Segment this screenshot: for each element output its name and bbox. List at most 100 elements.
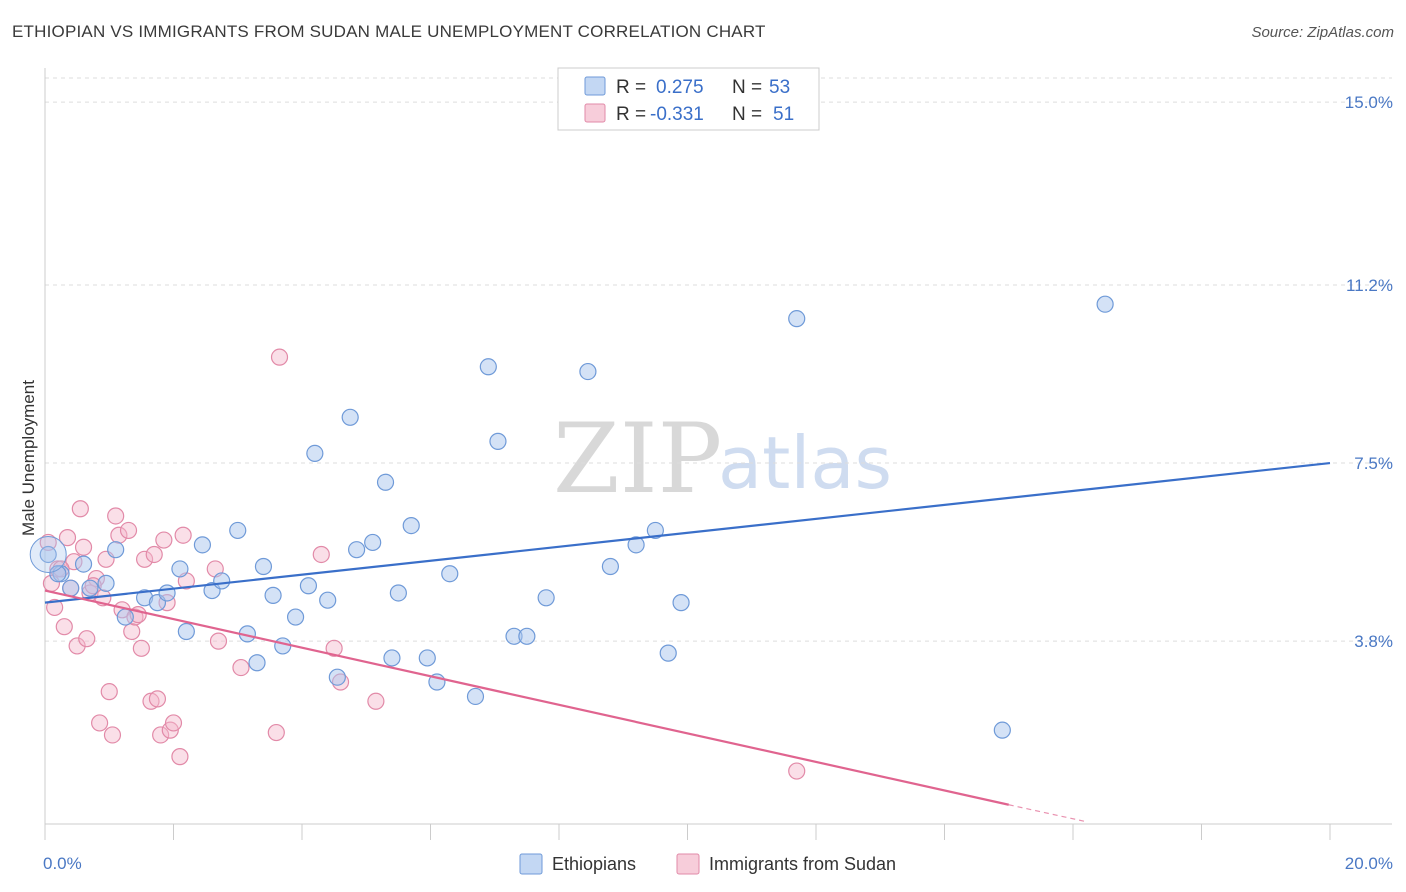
tick-labels: 3.8% 7.5% 11.2% 15.0% 0.0% 20.0%	[43, 93, 1393, 873]
ethiopian-point	[466, 687, 485, 706]
bottom-legend-ethiopians: Ethiopians	[552, 854, 636, 874]
sudan-point	[103, 726, 122, 744]
ethiopian-points	[29, 295, 1114, 739]
ethiopian-point	[49, 565, 67, 583]
ethiopian-point	[402, 516, 420, 535]
sudan-point	[164, 714, 183, 732]
legend-swatch-sudan	[584, 103, 606, 123]
ethiopian-point	[788, 310, 806, 328]
y-tick-label: 11.2%	[1346, 276, 1393, 295]
axes	[44, 68, 1392, 840]
ethiopian-point	[116, 608, 134, 626]
sudan-point	[68, 637, 86, 655]
ethiopian-point	[74, 555, 93, 573]
bottom-legend-swatch-sudan	[676, 853, 700, 875]
sudan-point	[270, 348, 289, 366]
ethiopian-point	[341, 408, 359, 426]
ethiopian-point	[993, 721, 1011, 739]
sudan-point	[135, 550, 154, 568]
legend-n-value-ethiopians: 53	[769, 77, 790, 98]
legend-r-value-ethiopians: 0.275	[656, 77, 704, 98]
ethiopian-point	[376, 473, 395, 491]
legend: R = 0.275 N = 53 R = -0.331 N = 51	[557, 67, 820, 131]
zipatlas-watermark: ZIP atlas	[553, 403, 892, 515]
sudan-point	[74, 538, 93, 556]
ethiopian-point	[627, 536, 645, 554]
sudan-point	[232, 658, 250, 677]
watermark-zip: ZIP	[553, 403, 722, 515]
sudan-point	[55, 618, 73, 636]
ethiopian-point	[264, 586, 282, 604]
legend-r-label-ethiopians: R =	[616, 77, 646, 98]
legend-r-value-sudan: -0.331	[650, 104, 704, 125]
ethiopian-point	[213, 572, 231, 590]
ethiopian-point	[348, 541, 366, 559]
sudan-point	[312, 545, 330, 564]
ethiopian-point	[672, 594, 690, 612]
sudan-point	[100, 683, 118, 701]
ethiopian-point	[107, 541, 125, 559]
ethiopian-point-large	[29, 535, 67, 573]
ethiopian-point	[177, 622, 195, 641]
sudan-point	[132, 639, 150, 657]
ethiopian-point	[39, 545, 57, 564]
legend-n-value-sudan: 51	[773, 104, 794, 125]
chart-title: ETHIOPIAN VS IMMIGRANTS FROM SUDAN MALE …	[12, 22, 766, 41]
sudan-trend-line-extension	[1008, 804, 1086, 823]
ethiopian-point	[1096, 295, 1114, 313]
ethiopian-point	[479, 358, 497, 376]
legend-n-label-ethiopians: N =	[732, 77, 762, 98]
sudan-point	[148, 690, 167, 708]
bottom-legend-sudan: Immigrants from Sudan	[709, 854, 896, 874]
sudan-point	[155, 531, 173, 549]
sudan-point	[171, 748, 189, 766]
legend-n-label-sudan: N =	[732, 104, 762, 125]
ethiopian-point	[193, 536, 212, 554]
x-tick-label: 0.0%	[43, 854, 82, 873]
ethiopian-point	[659, 644, 677, 662]
y-tick-label: 15.0%	[1345, 93, 1393, 112]
ethiopian-point	[274, 637, 292, 655]
sudan-trend-line	[44, 589, 1009, 806]
gridlines	[45, 77, 1392, 642]
ethiopian-point	[62, 579, 80, 597]
ethiopian-point	[158, 584, 176, 602]
ethiopian-point	[383, 649, 401, 667]
ethiopian-point	[229, 521, 247, 540]
ethiopian-point	[254, 557, 273, 576]
ethiopian-point	[518, 627, 536, 645]
ethiopian-point	[601, 557, 620, 576]
ethiopian-point	[299, 577, 318, 595]
ethiopian-point	[646, 521, 664, 540]
sudan-point	[58, 529, 77, 547]
ethiopian-point	[328, 668, 346, 686]
ethiopian-point	[441, 565, 459, 583]
ethiopian-point	[286, 608, 305, 626]
ethiopian-point	[319, 591, 337, 609]
sudan-point	[46, 598, 64, 617]
ethiopian-point	[306, 444, 324, 463]
legend-swatch-ethiopians	[584, 76, 606, 96]
sudan-point	[367, 692, 385, 710]
ethiopian-point	[97, 574, 115, 592]
ethiopian-point	[418, 649, 436, 667]
sudan-point	[325, 639, 343, 657]
sudan-point	[788, 762, 806, 780]
source-label: Source: ZipAtlas.com	[1251, 24, 1394, 41]
sudan-point	[209, 632, 228, 650]
y-tick-label: 3.8%	[1354, 632, 1393, 651]
sudan-point	[119, 521, 138, 540]
sudan-point	[107, 507, 125, 525]
sudan-point	[91, 714, 109, 732]
sudan-point	[71, 500, 89, 518]
legend-r-label-sudan: R =	[616, 104, 646, 125]
y-tick-label: 7.5%	[1354, 454, 1393, 473]
sudan-point	[267, 723, 285, 742]
ethiopian-point	[81, 579, 99, 597]
ethiopian-point	[171, 560, 189, 578]
x-tick-label: 20.0%	[1345, 854, 1393, 873]
ethiopians-trend-line	[44, 461, 1331, 604]
sudan-point	[145, 545, 163, 564]
sudan-point	[123, 622, 141, 641]
